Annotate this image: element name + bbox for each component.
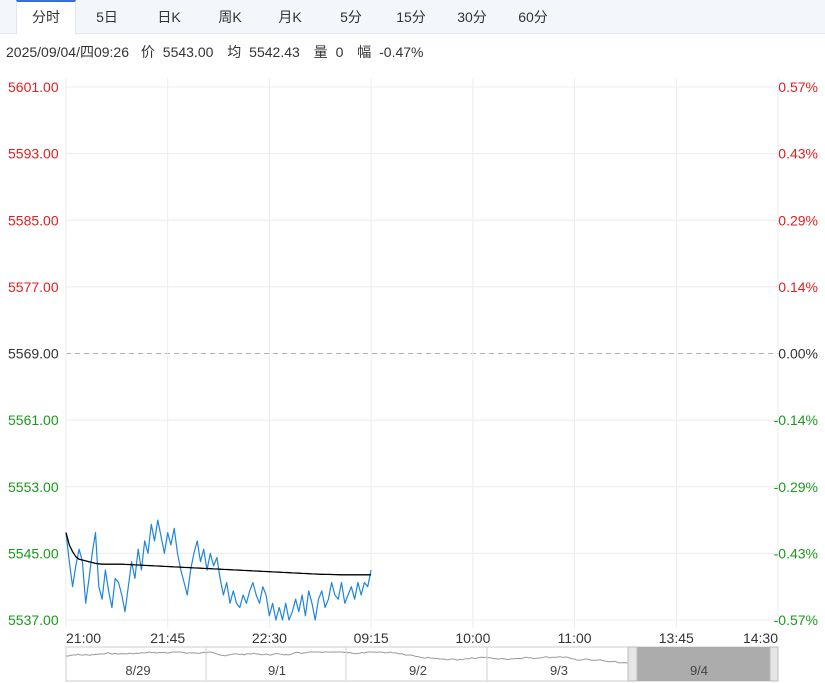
grid bbox=[65, 78, 779, 628]
y-tick-label-left: 5537.00 bbox=[8, 612, 59, 628]
navigator-history-line bbox=[65, 651, 629, 664]
y-tick-label-right: -0.29% bbox=[774, 479, 818, 495]
x-tick-label: 13:45 bbox=[659, 630, 694, 646]
y-tick-label-right: 0.29% bbox=[778, 212, 818, 228]
tab-weekly-k[interactable]: 周K bbox=[218, 9, 242, 25]
tab-60min[interactable]: 60分 bbox=[518, 9, 548, 25]
tab-30min[interactable]: 30分 bbox=[457, 9, 487, 25]
date-navigator[interactable]: 8/29 9/1 9/2 9/3 9/4 bbox=[65, 646, 779, 682]
y-tick-label-left: 5577.00 bbox=[8, 279, 59, 295]
x-tick-label: 22:30 bbox=[252, 630, 287, 646]
x-tick-label: 14:30 bbox=[743, 630, 778, 646]
price-line bbox=[65, 519, 372, 621]
quote-info-bar: 2025/09/04/四09:26 价 5543.00 均 5542.43 量 … bbox=[6, 42, 424, 62]
y-tick-label-right: -0.43% bbox=[774, 545, 818, 561]
tab-5min[interactable]: 5分 bbox=[340, 9, 362, 25]
y-tick-label-left: 5545.00 bbox=[8, 545, 59, 561]
tab-15min[interactable]: 15分 bbox=[396, 9, 426, 25]
y-tick-label-right: 0.14% bbox=[778, 279, 818, 295]
navigator-date-label: 9/4 bbox=[690, 663, 708, 678]
x-tick-label: 09:15 bbox=[354, 630, 389, 646]
price-label: 价 bbox=[140, 44, 155, 60]
y-tick-label-left: 5561.00 bbox=[8, 412, 59, 428]
y-tick-label-left: 5585.00 bbox=[8, 212, 59, 228]
navigator-date-label: 9/2 bbox=[409, 663, 427, 678]
y-tick-label-left: 5569.00 bbox=[8, 346, 59, 362]
avg-value: 5542.43 bbox=[249, 44, 300, 60]
navigator-date-label: 9/3 bbox=[550, 663, 568, 678]
tab-daily-k[interactable]: 日K bbox=[157, 9, 181, 25]
y-tick-label-left: 5601.00 bbox=[8, 79, 59, 95]
tab-intraday[interactable]: 分时 bbox=[16, 0, 76, 35]
navigator-handle-left bbox=[627, 646, 638, 682]
volume-label: 量 bbox=[313, 44, 328, 60]
avg-label: 均 bbox=[227, 44, 242, 60]
y-tick-label-right: 0.57% bbox=[778, 79, 818, 95]
tab-monthly-k[interactable]: 月K bbox=[278, 9, 302, 25]
x-tick-label: 21:00 bbox=[66, 630, 101, 646]
change-label: 幅 bbox=[357, 44, 372, 60]
y-tick-label-right: 0.00% bbox=[778, 346, 818, 362]
volume-value: 0 bbox=[335, 44, 344, 60]
y-tick-label-left: 5593.00 bbox=[8, 146, 59, 162]
x-tick-label: 10:00 bbox=[455, 630, 490, 646]
quote-datetime: 2025/09/04/四09:26 bbox=[6, 44, 129, 60]
tab-5day[interactable]: 5日 bbox=[96, 9, 118, 25]
price-value: 5543.00 bbox=[162, 44, 214, 60]
y-tick-label-right: -0.57% bbox=[774, 612, 818, 628]
period-tab-bar: 分时 5日 日K 周K 月K 5分 15分 30分 60分 bbox=[0, 0, 825, 35]
navigator-date-label: 8/29 bbox=[125, 663, 150, 678]
x-tick-label: 11:00 bbox=[558, 630, 592, 646]
y-tick-label-right: 0.43% bbox=[778, 146, 818, 162]
series-layer bbox=[65, 519, 372, 621]
change-value: -0.47% bbox=[379, 44, 424, 60]
navigator-selected-window bbox=[637, 647, 770, 681]
axis-labels: 5601.00 0.57% 5593.00 0.43% 5585.00 0.29% 5577… bbox=[8, 79, 818, 646]
navigator-handle-right bbox=[769, 646, 779, 682]
x-tick-label: 21:45 bbox=[150, 630, 185, 646]
average-price-line bbox=[65, 532, 371, 576]
y-tick-label-left: 5553.00 bbox=[8, 479, 59, 495]
y-tick-label-right: -0.14% bbox=[774, 412, 818, 428]
navigator-date-label: 9/1 bbox=[268, 663, 286, 678]
